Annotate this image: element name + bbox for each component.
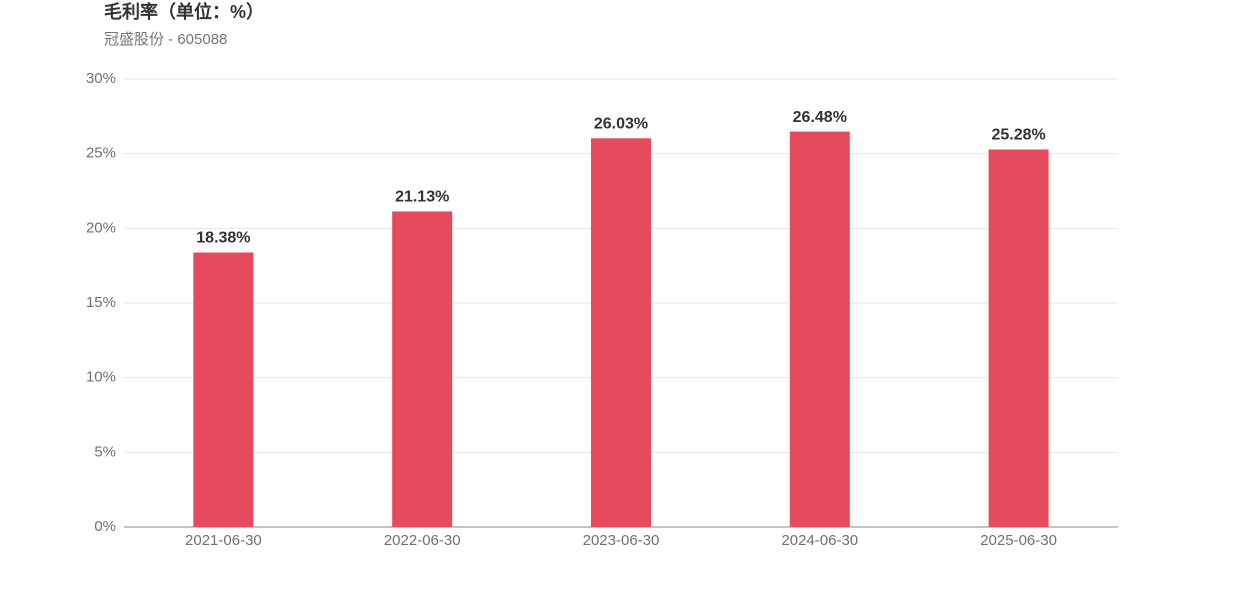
y-tick-label: 0% (94, 518, 116, 535)
bar (591, 138, 651, 527)
x-tick-label: 2022-06-30 (384, 532, 461, 549)
bar (193, 252, 254, 527)
bar (988, 149, 1049, 527)
value-label: 25.28% (991, 127, 1045, 144)
y-tick-label: 5% (94, 443, 116, 460)
x-tick-label: 2025-06-30 (980, 532, 1057, 549)
bar (789, 131, 850, 527)
chart-subtitle: 冠盛股份 - 605088 (104, 31, 227, 48)
value-label: 18.38% (196, 230, 250, 247)
value-label: 26.03% (594, 116, 648, 133)
value-label: 26.48% (793, 109, 847, 126)
y-tick-label: 25% (86, 145, 116, 162)
value-label: 21.13% (395, 189, 449, 206)
y-tick-label: 15% (86, 294, 116, 311)
y-tick-label: 20% (86, 219, 116, 236)
y-tick-label: 10% (86, 369, 116, 386)
x-tick-label: 2023-06-30 (583, 532, 660, 549)
x-tick-label: 2021-06-30 (185, 532, 262, 549)
bar (392, 211, 453, 527)
x-tick-label: 2024-06-30 (781, 532, 858, 549)
chart-title: 毛利率（单位：%） (104, 1, 264, 22)
y-tick-label: 30% (86, 70, 116, 87)
